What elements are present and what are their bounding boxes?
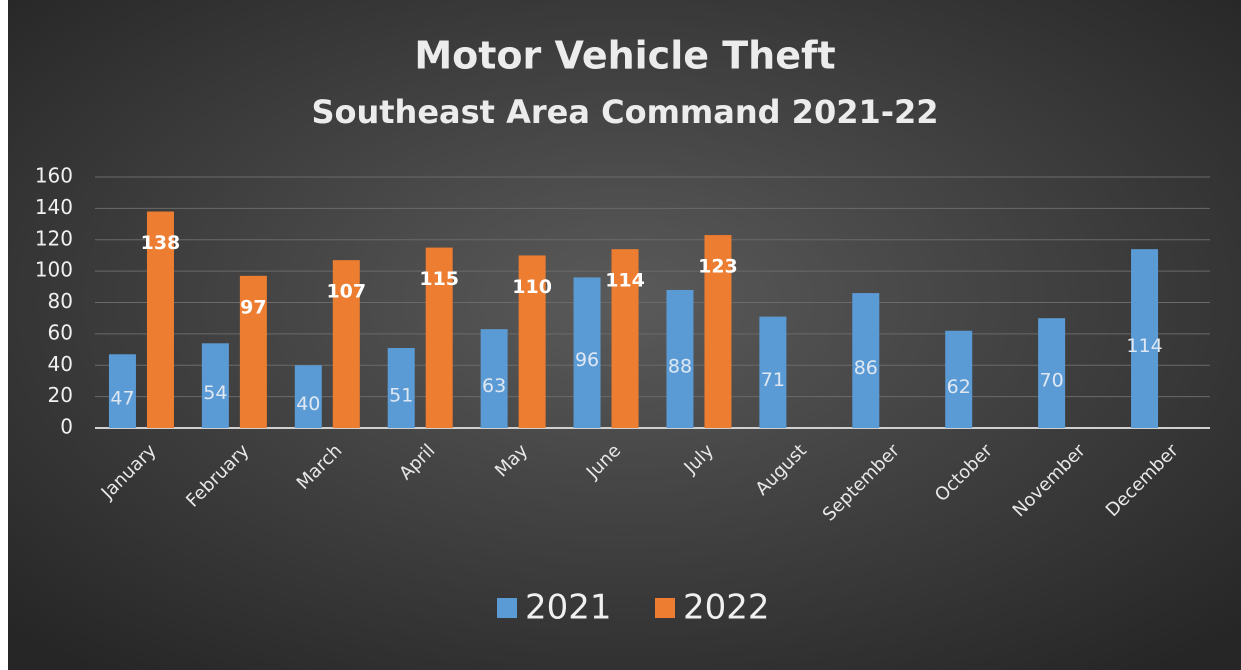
bar [852,293,880,428]
y-tick-label: 160 [35,164,73,188]
data-label: 123 [698,256,738,278]
bar [1038,318,1066,428]
bar [611,249,639,428]
bar [945,330,973,428]
legend-swatch [497,598,517,618]
data-label: 114 [1126,335,1162,357]
y-tick-label: 20 [48,383,73,407]
y-tick-label: 140 [35,195,73,219]
y-tick-label: 60 [48,320,73,344]
bar [387,347,415,428]
data-label: 62 [947,376,971,398]
data-label: 97 [240,296,266,318]
data-label: 114 [605,270,645,292]
bar [425,247,453,428]
data-label: 96 [575,349,599,371]
data-label: 110 [512,276,552,298]
data-label: 63 [482,375,506,397]
chart-title: Motor Vehicle Theft [414,34,835,78]
bar [201,343,229,428]
y-tick-label: 120 [35,226,73,250]
y-tick-label: 0 [60,415,73,439]
data-label: 86 [854,357,878,379]
bar [573,277,601,428]
bar [239,275,267,428]
bar [108,354,136,428]
data-label: 115 [419,268,459,290]
data-label: 71 [761,369,785,391]
legend-label: 2022 [683,588,770,628]
legend-label: 2021 [525,588,612,628]
y-tick-label: 40 [48,352,73,376]
data-label: 88 [668,355,692,377]
y-tick-label: 80 [48,289,73,313]
bar [146,211,174,428]
data-label: 51 [389,384,413,406]
y-tick-label: 100 [35,258,73,282]
bar [704,235,732,428]
data-label: 70 [1040,370,1064,392]
bar [759,316,787,428]
data-label: 138 [141,232,181,254]
chart-subtitle: Southeast Area Command 2021-22 [311,93,938,131]
bar [294,365,322,428]
bar [666,289,694,428]
data-label: 54 [203,382,227,404]
data-label: 47 [110,388,134,410]
bar [1131,249,1159,428]
bar [480,329,508,428]
bar [518,255,546,428]
data-label: 107 [326,281,366,303]
legend-swatch [655,598,675,618]
bar [332,260,360,428]
data-label: 40 [296,393,320,415]
